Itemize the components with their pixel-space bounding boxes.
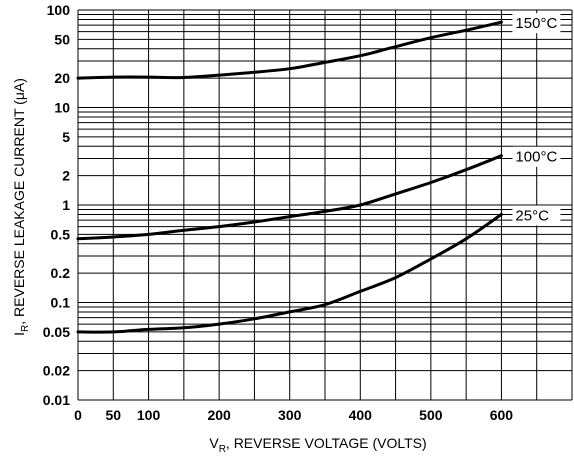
x-tick-label: 400 [349, 407, 373, 423]
y-tick-label: 20 [54, 70, 70, 86]
x-tick-label: 300 [278, 407, 302, 423]
y-tick-label: 0.02 [43, 363, 70, 379]
y-tick-label: 0.5 [51, 226, 71, 242]
y-axis-title: IR, REVERSE LEAKAGE CURRENT (μA) [11, 78, 31, 336]
series-label: 100°C [515, 149, 557, 166]
x-axis-title: VR, REVERSE VOLTAGE (VOLTS) [209, 435, 426, 455]
y-tick-labels: 0.01 0.02 0.05 0.1 0.2 0.5 1 2 5 10 20 50 100 [43, 2, 70, 408]
x-tick-label: 500 [419, 407, 443, 423]
series-line [76, 154, 503, 241]
grid [77, 9, 573, 401]
series-line [76, 20, 503, 80]
series-label-backgrounds [512, 13, 561, 226]
y-tick-label: 50 [54, 31, 70, 47]
series-label: 150°C [515, 15, 557, 32]
series-label-bg [512, 205, 561, 226]
x-tick-label: 600 [490, 407, 514, 423]
series-line [76, 212, 503, 334]
y-tick-label: 5 [62, 129, 70, 145]
curves [76, 20, 503, 334]
series-label-bg [512, 146, 561, 167]
series-label: 25°C [515, 207, 549, 224]
y-tick-label: 1 [62, 197, 70, 213]
x-tick-labels: 0 50 100 200 300 400 500 600 [74, 407, 513, 423]
y-tick-label: 0.1 [51, 295, 71, 311]
y-tick-label: 0.05 [43, 324, 70, 340]
y-tick-label: 2 [62, 168, 70, 184]
y-tick-label: 0.2 [51, 265, 71, 281]
series-labels: 150°C 100°C 25°C [515, 15, 557, 224]
x-tick-label: 0 [74, 407, 82, 423]
x-tick-label: 200 [207, 407, 231, 423]
x-tick-label: 50 [105, 407, 121, 423]
y-tick-label: 100 [47, 2, 71, 18]
y-tick-label: 10 [54, 100, 70, 116]
x-tick-label: 100 [137, 407, 161, 423]
series-label-bg [512, 13, 561, 34]
y-tick-label: 0.01 [43, 392, 70, 408]
